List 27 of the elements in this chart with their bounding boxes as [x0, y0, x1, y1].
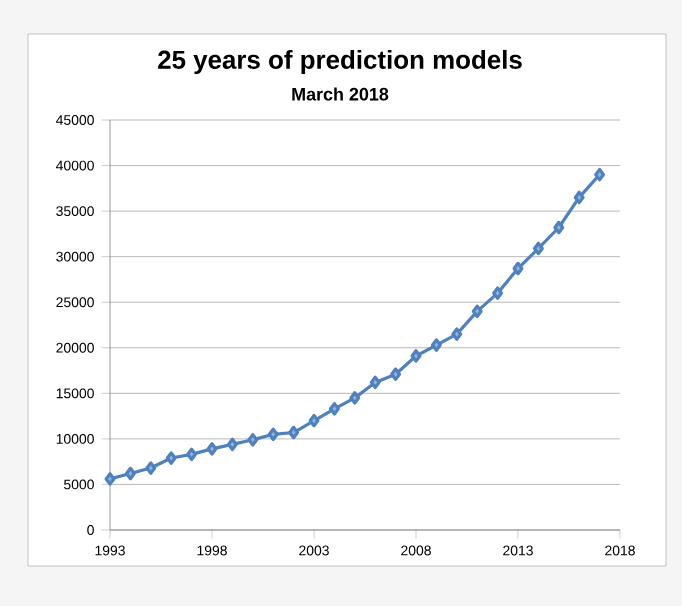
point: [145, 461, 157, 475]
point: [594, 167, 606, 182]
point: [267, 427, 279, 442]
point: [553, 220, 565, 235]
point: [186, 447, 198, 462]
point: [206, 442, 218, 456]
point: [226, 437, 238, 452]
point: [430, 338, 442, 352]
point: [369, 375, 381, 390]
point: [124, 466, 136, 481]
point: [288, 425, 300, 440]
chart-title: 25 years of prediction models: [158, 49, 522, 75]
point: [390, 367, 402, 381]
chart-subtitle: March 2018: [292, 87, 389, 101]
point: [410, 349, 422, 363]
point: [532, 241, 544, 256]
point: [308, 413, 320, 428]
point: [328, 402, 340, 416]
point: [104, 472, 116, 486]
point: [512, 261, 524, 276]
point: [471, 304, 483, 319]
point: [247, 433, 259, 447]
point: [573, 190, 585, 205]
point: [165, 451, 177, 465]
point: [451, 327, 463, 341]
point: [349, 391, 361, 405]
point: [492, 286, 504, 300]
